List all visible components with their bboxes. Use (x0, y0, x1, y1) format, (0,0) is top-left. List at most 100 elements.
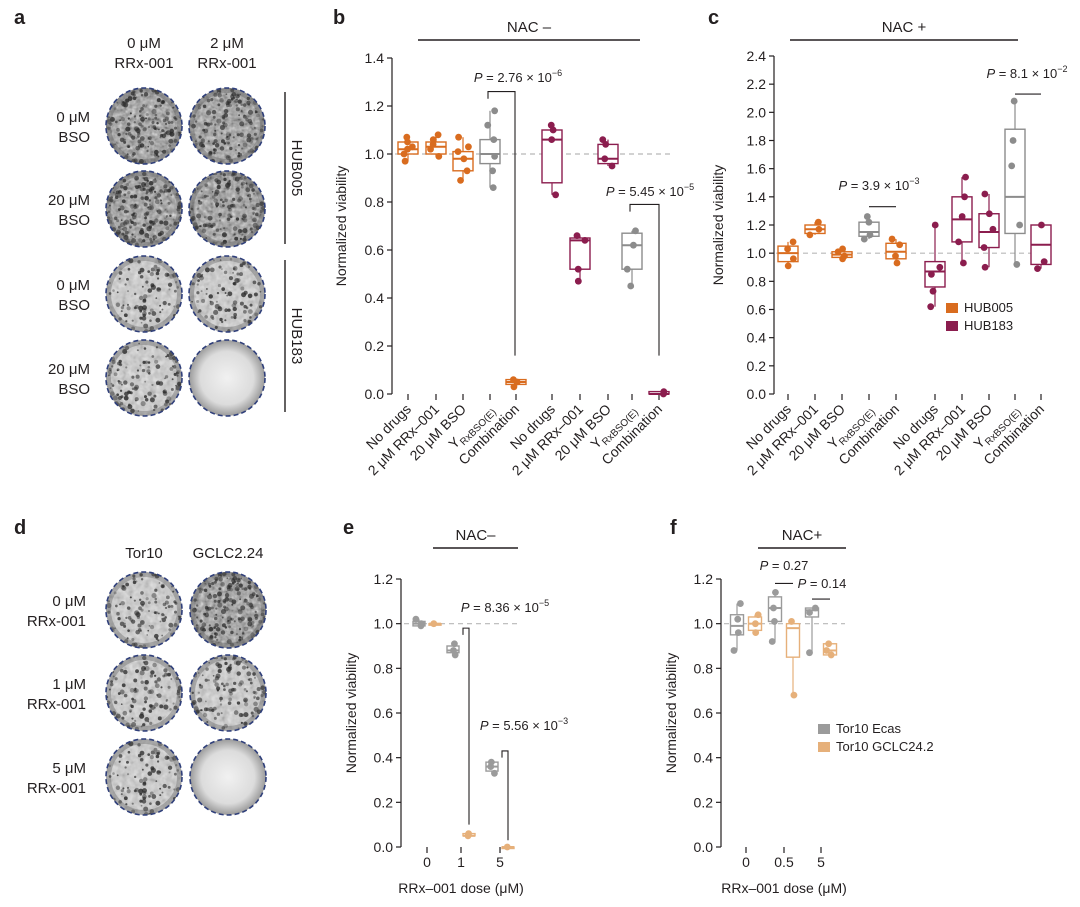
a-colony (227, 291, 233, 297)
box-2 (446, 640, 460, 659)
a-colony (217, 284, 222, 288)
a-colony (243, 218, 248, 223)
a-colony (122, 233, 127, 238)
d-colony (139, 573, 143, 577)
a-colony (156, 269, 160, 273)
y-tick-label: 0.8 (694, 660, 714, 676)
group-label-hub183: HUB183 (288, 308, 305, 365)
d-colony (223, 723, 228, 729)
d-colony (215, 673, 221, 679)
y-tick-label: 0.2 (365, 338, 385, 354)
a-colony (122, 101, 125, 104)
row-label: 20 μM BSO (48, 361, 90, 398)
a-colony (215, 228, 220, 232)
a-colony (136, 349, 139, 352)
d-colony (142, 644, 147, 648)
d-colony (154, 597, 158, 601)
y-tick-label: 0.0 (365, 386, 385, 402)
d-colony (236, 633, 238, 635)
d-colony (157, 716, 162, 721)
a-colony (111, 384, 115, 387)
a-colony (140, 94, 144, 97)
a-colony (148, 141, 151, 143)
a-colony (139, 274, 144, 279)
a-colony (117, 380, 120, 383)
a-colony (142, 308, 147, 312)
a-colony (125, 320, 128, 323)
data-point (927, 303, 935, 311)
box-1 (804, 218, 826, 239)
p-symbol: P (760, 558, 769, 573)
data-point (491, 107, 499, 115)
a-colony (232, 267, 236, 271)
d-colony (254, 613, 259, 619)
a-colony (142, 298, 147, 302)
a-colony (159, 311, 162, 314)
data-point (806, 609, 813, 616)
d-colony (167, 605, 171, 609)
d-colony (136, 615, 140, 619)
a-colony (117, 395, 123, 401)
d-colony (228, 697, 232, 702)
a-colony (219, 198, 223, 202)
data-point (790, 691, 798, 699)
d-colony (120, 668, 124, 673)
data-point (489, 184, 497, 192)
a-colony (226, 217, 231, 221)
data-point (929, 287, 937, 295)
a-colony (243, 235, 247, 239)
data-point (888, 235, 896, 243)
d-colony (142, 707, 146, 711)
d-plate (105, 654, 183, 732)
a-colony (151, 383, 154, 386)
a-colony (107, 126, 111, 130)
box-6 (569, 232, 591, 285)
a-colony (204, 315, 208, 319)
column-header: 0 μM RRx-001 (114, 35, 173, 72)
p-value-text: = 5.45 × 10 (615, 184, 684, 199)
p-value-label: P = 8.1 × 10−2 (986, 64, 1067, 81)
d-colony (118, 760, 121, 763)
d-colony (138, 628, 142, 632)
d-colony (108, 688, 111, 691)
d-colony (206, 607, 209, 609)
a-colony (203, 216, 206, 219)
a-colony (148, 199, 152, 202)
a-colony (149, 205, 154, 211)
row-label-line: BSO (58, 129, 90, 146)
x-tick-label: 0 (742, 854, 750, 870)
p-value-text: = 0.27 (768, 558, 808, 573)
a-colony (242, 204, 246, 207)
d-colony (226, 585, 231, 590)
d-colony (231, 572, 236, 577)
a-colony (109, 387, 112, 390)
d-colony (220, 582, 225, 587)
d-colony (154, 588, 158, 592)
data-point (771, 618, 778, 625)
a-colony (148, 372, 151, 375)
a-plate-body (106, 171, 182, 247)
data-point (465, 830, 473, 837)
a-colony (249, 316, 252, 319)
d-colony (167, 672, 171, 677)
a-colony (124, 345, 130, 351)
p-value-label: P = 0.27 (760, 558, 809, 573)
a-colony (211, 190, 214, 193)
significance-bracket: P = 0.27 (760, 558, 809, 585)
a-colony (121, 228, 124, 231)
a-colony (201, 298, 206, 303)
a-colony (212, 142, 215, 145)
d-colony (237, 609, 243, 615)
a-colony (171, 101, 173, 104)
data-point (627, 282, 635, 290)
a-colony (116, 127, 120, 132)
a-colony (133, 205, 137, 209)
d-colony (167, 785, 171, 789)
d-colony (147, 689, 152, 695)
d-colony (140, 591, 144, 595)
data-point (736, 600, 744, 607)
d-colony (161, 617, 167, 623)
y-tick-label: 2.2 (747, 76, 767, 92)
a-colony (222, 200, 225, 204)
